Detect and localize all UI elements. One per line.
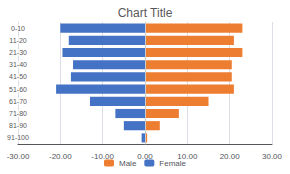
- svg-text:-20.00: -20.00: [49, 152, 72, 161]
- svg-text:Chart Title: Chart Title: [118, 6, 173, 20]
- svg-text:91-100: 91-100: [7, 134, 29, 141]
- svg-text:0.00: 0.00: [137, 152, 153, 161]
- svg-text:11-20: 11-20: [9, 37, 26, 44]
- svg-text:61-70: 61-70: [9, 98, 27, 105]
- svg-text:30.00: 30.00: [262, 152, 283, 161]
- svg-text:71-80: 71-80: [9, 110, 27, 117]
- svg-text:41-50: 41-50: [9, 73, 27, 80]
- svg-text:0-10: 0-10: [11, 25, 25, 32]
- svg-text:21-30: 21-30: [9, 49, 27, 56]
- svg-text:Male: Male: [119, 159, 137, 168]
- svg-text:-10.00: -10.00: [91, 152, 114, 161]
- svg-text:81-90: 81-90: [9, 122, 27, 129]
- svg-text:10.00: 10.00: [177, 151, 198, 161]
- svg-text:51-60: 51-60: [9, 86, 27, 93]
- svg-text:20.00: 20.00: [220, 152, 241, 161]
- svg-text:Female: Female: [159, 159, 186, 168]
- svg-text:31-40: 31-40: [9, 61, 27, 68]
- svg-text:-30.00: -30.00: [7, 152, 30, 161]
